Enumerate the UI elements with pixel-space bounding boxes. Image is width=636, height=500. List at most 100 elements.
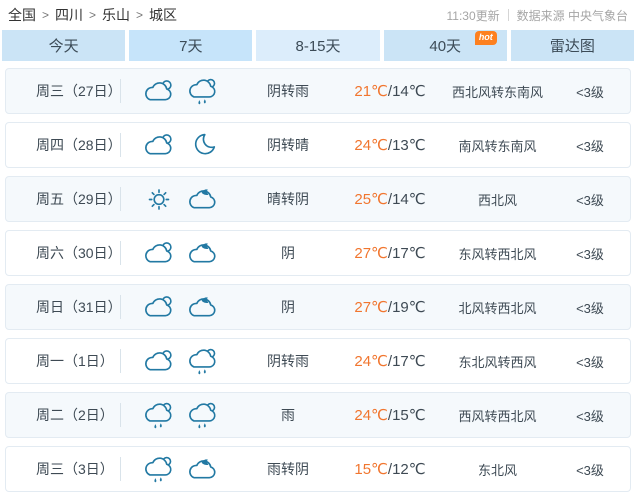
temp-high: 25℃ xyxy=(354,191,388,208)
temp-low: 14℃ xyxy=(392,83,426,100)
tab-label: 40天 xyxy=(429,38,462,55)
wind-level: <3级 xyxy=(576,84,604,100)
tab-今天[interactable]: 今天 xyxy=(2,30,126,61)
wind-direction: 南风转东南风 xyxy=(458,138,537,154)
wind-level: <3级 xyxy=(576,300,604,316)
breadcrumb-item[interactable]: 全国 xyxy=(8,7,36,23)
wind-direction: 东风转西北风 xyxy=(458,246,537,262)
temp-high: 24℃ xyxy=(354,353,388,370)
weather-icons xyxy=(121,347,241,376)
weather-text: 阴转晴 xyxy=(267,137,309,153)
temperature: 24℃/15℃ xyxy=(335,406,445,424)
cloud-icon xyxy=(145,295,172,316)
cloud-dark-icon xyxy=(189,188,216,208)
tab-label: 7天 xyxy=(179,38,203,55)
forecast-list: 周三（27日） 阴转雨 21℃/14℃ 西北风转东南风 <3级 周四（28日） … xyxy=(5,68,631,492)
forecast-row: 周五（29日） 晴转阴 25℃/14℃ 西北风 <3级 xyxy=(5,176,631,222)
breadcrumb-separator: > xyxy=(42,8,50,22)
cloud-icon xyxy=(145,349,172,370)
update-time: 11:30更新 xyxy=(446,8,500,23)
weather-text: 雨 xyxy=(281,407,295,423)
temp-low: 17℃ xyxy=(392,353,426,370)
day-label: 周三（27日） xyxy=(36,83,122,99)
temp-separator: / xyxy=(387,137,393,154)
temp-low: 14℃ xyxy=(392,191,426,208)
wind-level: <3级 xyxy=(576,138,604,154)
cloud-dark-icon xyxy=(189,296,216,316)
weather-text: 阴转雨 xyxy=(267,83,309,99)
wind-direction: 西北风 xyxy=(477,192,517,208)
update-info: 11:30更新 数据来源 中央气象台 xyxy=(447,7,628,24)
temp-separator: / xyxy=(387,299,393,316)
day-label: 周二（2日） xyxy=(36,407,114,423)
forecast-row: 周三（27日） 阴转雨 21℃/14℃ 西北风转东南风 <3级 xyxy=(5,68,631,114)
weather-text: 阴 xyxy=(281,299,295,315)
wind-direction: 北风转西北风 xyxy=(458,300,537,316)
cloud-icon xyxy=(145,133,172,154)
temperature: 25℃/14℃ xyxy=(335,190,445,208)
temp-low: 13℃ xyxy=(392,137,426,154)
moon-icon xyxy=(194,133,216,154)
cloud-dark-icon xyxy=(189,458,216,478)
temperature: 27℃/17℃ xyxy=(335,244,445,262)
data-source: 数据来源 中央气象台 xyxy=(516,8,628,23)
wind-level: <3级 xyxy=(576,462,604,478)
rain-icon xyxy=(189,78,216,104)
weather-icons xyxy=(121,401,241,430)
cloud-icon xyxy=(145,79,172,100)
breadcrumb-item[interactable]: 乐山 xyxy=(102,7,131,23)
cloud-icon xyxy=(145,241,172,262)
temp-high: 21℃ xyxy=(354,83,388,100)
breadcrumb-item[interactable]: 四川 xyxy=(55,7,84,23)
day-label: 周一（1日） xyxy=(36,353,114,369)
tab-8-15天[interactable]: 8-15天 xyxy=(256,30,380,61)
weather-icons xyxy=(121,77,241,106)
tab-7天[interactable]: 7天 xyxy=(129,30,253,61)
update-divider xyxy=(507,9,509,21)
wind-direction: 东北风转西风 xyxy=(458,354,537,370)
row-divider xyxy=(120,403,121,427)
row-divider xyxy=(120,457,121,481)
temp-high: 27℃ xyxy=(354,245,388,262)
forecast-row: 周三（3日） 雨转阴 15℃/12℃ 东北风 <3级 xyxy=(5,446,631,492)
rain-icon xyxy=(189,348,216,374)
row-divider xyxy=(120,349,121,373)
day-label: 周三（3日） xyxy=(36,461,114,477)
row-divider xyxy=(120,79,121,103)
forecast-row: 周一（1日） 阴转雨 24℃/17℃ 东北风转西风 <3级 xyxy=(5,338,631,384)
weather-icons xyxy=(121,131,241,160)
temperature: 24℃/13℃ xyxy=(335,136,445,154)
row-divider xyxy=(120,241,121,265)
weather-icons xyxy=(121,455,241,484)
day-label: 周四（28日） xyxy=(36,137,122,153)
weather-icons xyxy=(121,293,241,322)
breadcrumb-item[interactable]: 城区 xyxy=(149,7,178,23)
temperature: 15℃/12℃ xyxy=(335,460,445,478)
wind-level: <3级 xyxy=(576,354,604,370)
weather-text: 阴 xyxy=(281,245,295,261)
temp-high: 24℃ xyxy=(354,407,388,424)
rain-icon xyxy=(189,402,216,428)
temp-high: 27℃ xyxy=(354,299,388,316)
temperature: 27℃/19℃ xyxy=(335,298,445,316)
tab-label: 今天 xyxy=(48,38,79,55)
wind-level: <3级 xyxy=(576,246,604,262)
day-label: 周日（31日） xyxy=(36,299,122,315)
weather-icons xyxy=(121,239,241,268)
hot-badge: hot xyxy=(474,31,497,45)
rain-icon xyxy=(145,402,172,428)
tab-雷达图[interactable]: 雷达图 xyxy=(510,30,635,61)
tab-label: 雷达图 xyxy=(549,38,595,55)
wind-direction: 东北风 xyxy=(477,462,517,478)
temp-low: 12℃ xyxy=(392,461,426,478)
wind-level: <3级 xyxy=(576,408,604,424)
temp-low: 17℃ xyxy=(392,245,426,262)
temp-separator: / xyxy=(387,353,393,370)
cloud-dark-icon xyxy=(189,242,216,262)
row-divider xyxy=(120,133,121,157)
temp-high: 24℃ xyxy=(354,137,388,154)
tab-40天[interactable]: 40天 hot xyxy=(383,30,507,61)
weather-icons xyxy=(121,185,241,214)
tab-bar: 今天 7天 8-15天 40天 hot 雷达图 xyxy=(2,30,635,61)
temperature: 24℃/17℃ xyxy=(335,352,445,370)
